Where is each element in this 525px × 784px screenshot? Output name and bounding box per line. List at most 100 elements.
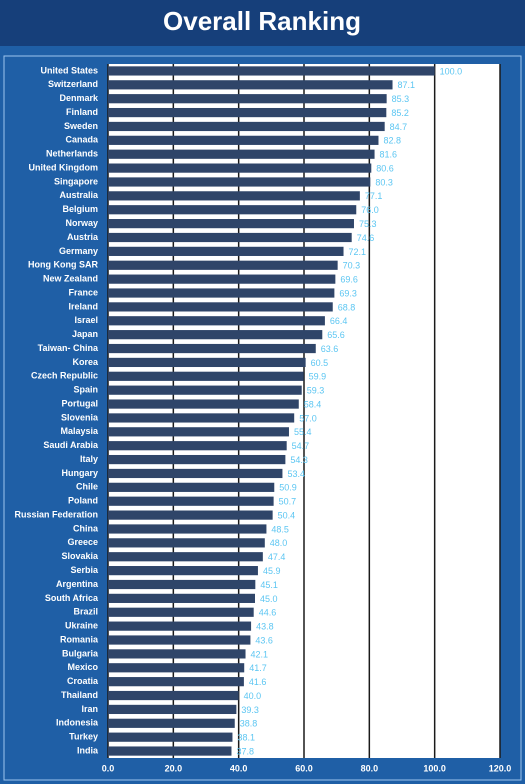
value-label: 70.3 (343, 261, 361, 271)
x-tick-label: 0.0 (102, 763, 115, 773)
bar (108, 274, 336, 284)
title-band (0, 0, 525, 46)
value-label: 42.1 (251, 649, 269, 659)
y-tick-label: Ukraine (65, 621, 98, 631)
y-tick-label: Hong Kong SAR (28, 260, 98, 270)
value-label: 82.8 (383, 136, 401, 146)
value-label: 45.1 (260, 580, 278, 590)
y-tick-label: Portugal (61, 398, 98, 408)
value-label: 77.1 (365, 191, 383, 201)
bar (108, 135, 379, 145)
value-label: 66.4 (330, 316, 348, 326)
y-tick-label: Slovenia (61, 412, 99, 422)
y-tick-label: Poland (68, 496, 98, 506)
bar (108, 677, 244, 687)
bar (108, 413, 295, 423)
value-label: 85.2 (391, 108, 409, 118)
bar (108, 163, 372, 173)
value-label: 72.1 (349, 247, 367, 257)
y-tick-label: Norway (65, 218, 98, 228)
value-label: 80.3 (375, 177, 393, 187)
bar (108, 288, 335, 298)
bar (108, 593, 255, 603)
bar (108, 704, 237, 715)
value-label: 84.7 (390, 122, 408, 132)
value-label: 37.8 (236, 746, 254, 756)
y-tick-label: Argentina (56, 579, 99, 589)
value-label: 60.5 (311, 358, 329, 368)
y-tick-label: Malaysia (60, 426, 99, 436)
value-label: 58.4 (304, 399, 322, 409)
value-label: 41.7 (249, 663, 267, 673)
bar (108, 80, 393, 90)
value-label: 48.5 (271, 524, 289, 534)
y-tick-label: Indonesia (56, 718, 99, 728)
bar (108, 732, 233, 742)
bar (108, 107, 387, 118)
y-tick-label: Denmark (59, 93, 99, 103)
y-tick-label: Taiwan- China (38, 343, 99, 353)
y-tick-label: Finland (66, 107, 98, 117)
bar (108, 232, 352, 243)
y-tick-label: Korea (72, 357, 99, 367)
y-tick-label: Singapore (54, 176, 98, 186)
value-label: 87.1 (398, 80, 416, 90)
y-tick-label: Iran (81, 704, 98, 714)
y-tick-label: Canada (65, 135, 99, 145)
bar (108, 191, 360, 201)
value-label: 55.4 (294, 427, 312, 437)
bar (108, 482, 275, 492)
x-tick-label: 40.0 (230, 763, 248, 773)
y-tick-label: Romania (60, 634, 99, 644)
y-tick-label: Russian Federation (14, 509, 98, 519)
value-label: 68.8 (338, 302, 356, 312)
bar (108, 635, 251, 645)
value-label: 39.3 (241, 705, 259, 715)
value-label: 85.3 (392, 94, 410, 104)
y-tick-label: New Zealand (43, 274, 98, 284)
y-tick-label: Czech Republic (31, 371, 98, 381)
y-tick-label: Ireland (68, 301, 98, 311)
bar (108, 663, 245, 673)
bar (108, 219, 354, 229)
y-tick-label: Sweden (64, 121, 98, 131)
value-label: 74.6 (357, 233, 375, 243)
y-tick-label: Switzerland (48, 79, 98, 89)
bar (108, 538, 265, 548)
bar (108, 149, 375, 159)
y-tick-label: Netherlands (46, 149, 98, 159)
y-tick-label: France (68, 287, 98, 297)
bar (108, 524, 267, 534)
bar (108, 427, 289, 437)
y-tick-label: Turkey (69, 732, 98, 742)
value-label: 76.0 (361, 205, 379, 215)
y-tick-label: Hungary (61, 468, 98, 478)
y-tick-label: Italy (80, 454, 98, 464)
value-label: 59.9 (309, 372, 327, 382)
bar (108, 496, 274, 506)
y-tick-label: Greece (67, 537, 98, 547)
value-label: 81.6 (380, 150, 398, 160)
y-tick-label: Belgium (62, 204, 98, 214)
bar (108, 205, 357, 215)
y-tick-label: Israel (74, 315, 98, 325)
value-label: 47.4 (268, 552, 286, 562)
y-tick-label: Germany (59, 246, 98, 256)
x-tick-label: 80.0 (361, 763, 379, 773)
y-tick-label: Japan (72, 329, 98, 339)
bar (108, 399, 299, 409)
bar (108, 316, 325, 326)
bar (108, 441, 287, 451)
bar (108, 246, 344, 256)
value-label: 80.6 (376, 163, 394, 173)
value-label: 63.6 (321, 344, 339, 354)
bar (108, 260, 338, 270)
bar (108, 371, 304, 381)
bar (108, 94, 387, 104)
bar (108, 690, 239, 701)
value-label: 43.8 (256, 622, 274, 632)
bar (108, 718, 235, 728)
y-tick-label: Bulgaria (62, 648, 99, 658)
bar (108, 649, 246, 659)
